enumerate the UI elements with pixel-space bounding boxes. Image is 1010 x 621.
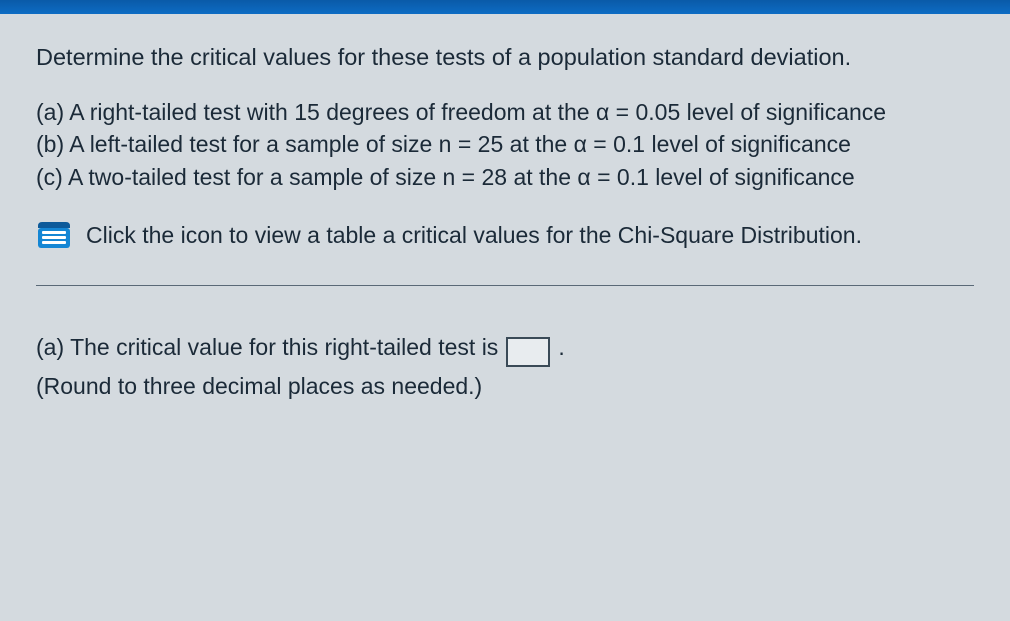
part-c: (c) A two-tailed test for a sample of si… bbox=[36, 161, 974, 194]
answer-a-input[interactable] bbox=[506, 337, 550, 367]
part-a: (a) A right-tailed test with 15 degrees … bbox=[36, 96, 974, 129]
section-divider bbox=[36, 285, 974, 286]
answer-a-prefix: (a) The critical value for this right-ta… bbox=[36, 330, 498, 366]
answer-a-suffix: . bbox=[558, 330, 564, 366]
reference-link-text[interactable]: Click the icon to view a table a critica… bbox=[86, 220, 862, 251]
rounding-note: (Round to three decimal places as needed… bbox=[36, 369, 974, 405]
answer-a-line: (a) The critical value for this right-ta… bbox=[36, 330, 974, 366]
question-parts: (a) A right-tailed test with 15 degrees … bbox=[36, 96, 974, 194]
question-intro: Determine the critical values for these … bbox=[36, 42, 974, 74]
window-top-bar bbox=[0, 0, 1010, 14]
table-icon[interactable] bbox=[36, 220, 72, 250]
reference-link-row: Click the icon to view a table a critica… bbox=[36, 220, 974, 251]
question-panel: Determine the critical values for these … bbox=[0, 14, 1010, 621]
answer-section: (a) The critical value for this right-ta… bbox=[36, 330, 974, 405]
part-b: (b) A left-tailed test for a sample of s… bbox=[36, 128, 974, 161]
